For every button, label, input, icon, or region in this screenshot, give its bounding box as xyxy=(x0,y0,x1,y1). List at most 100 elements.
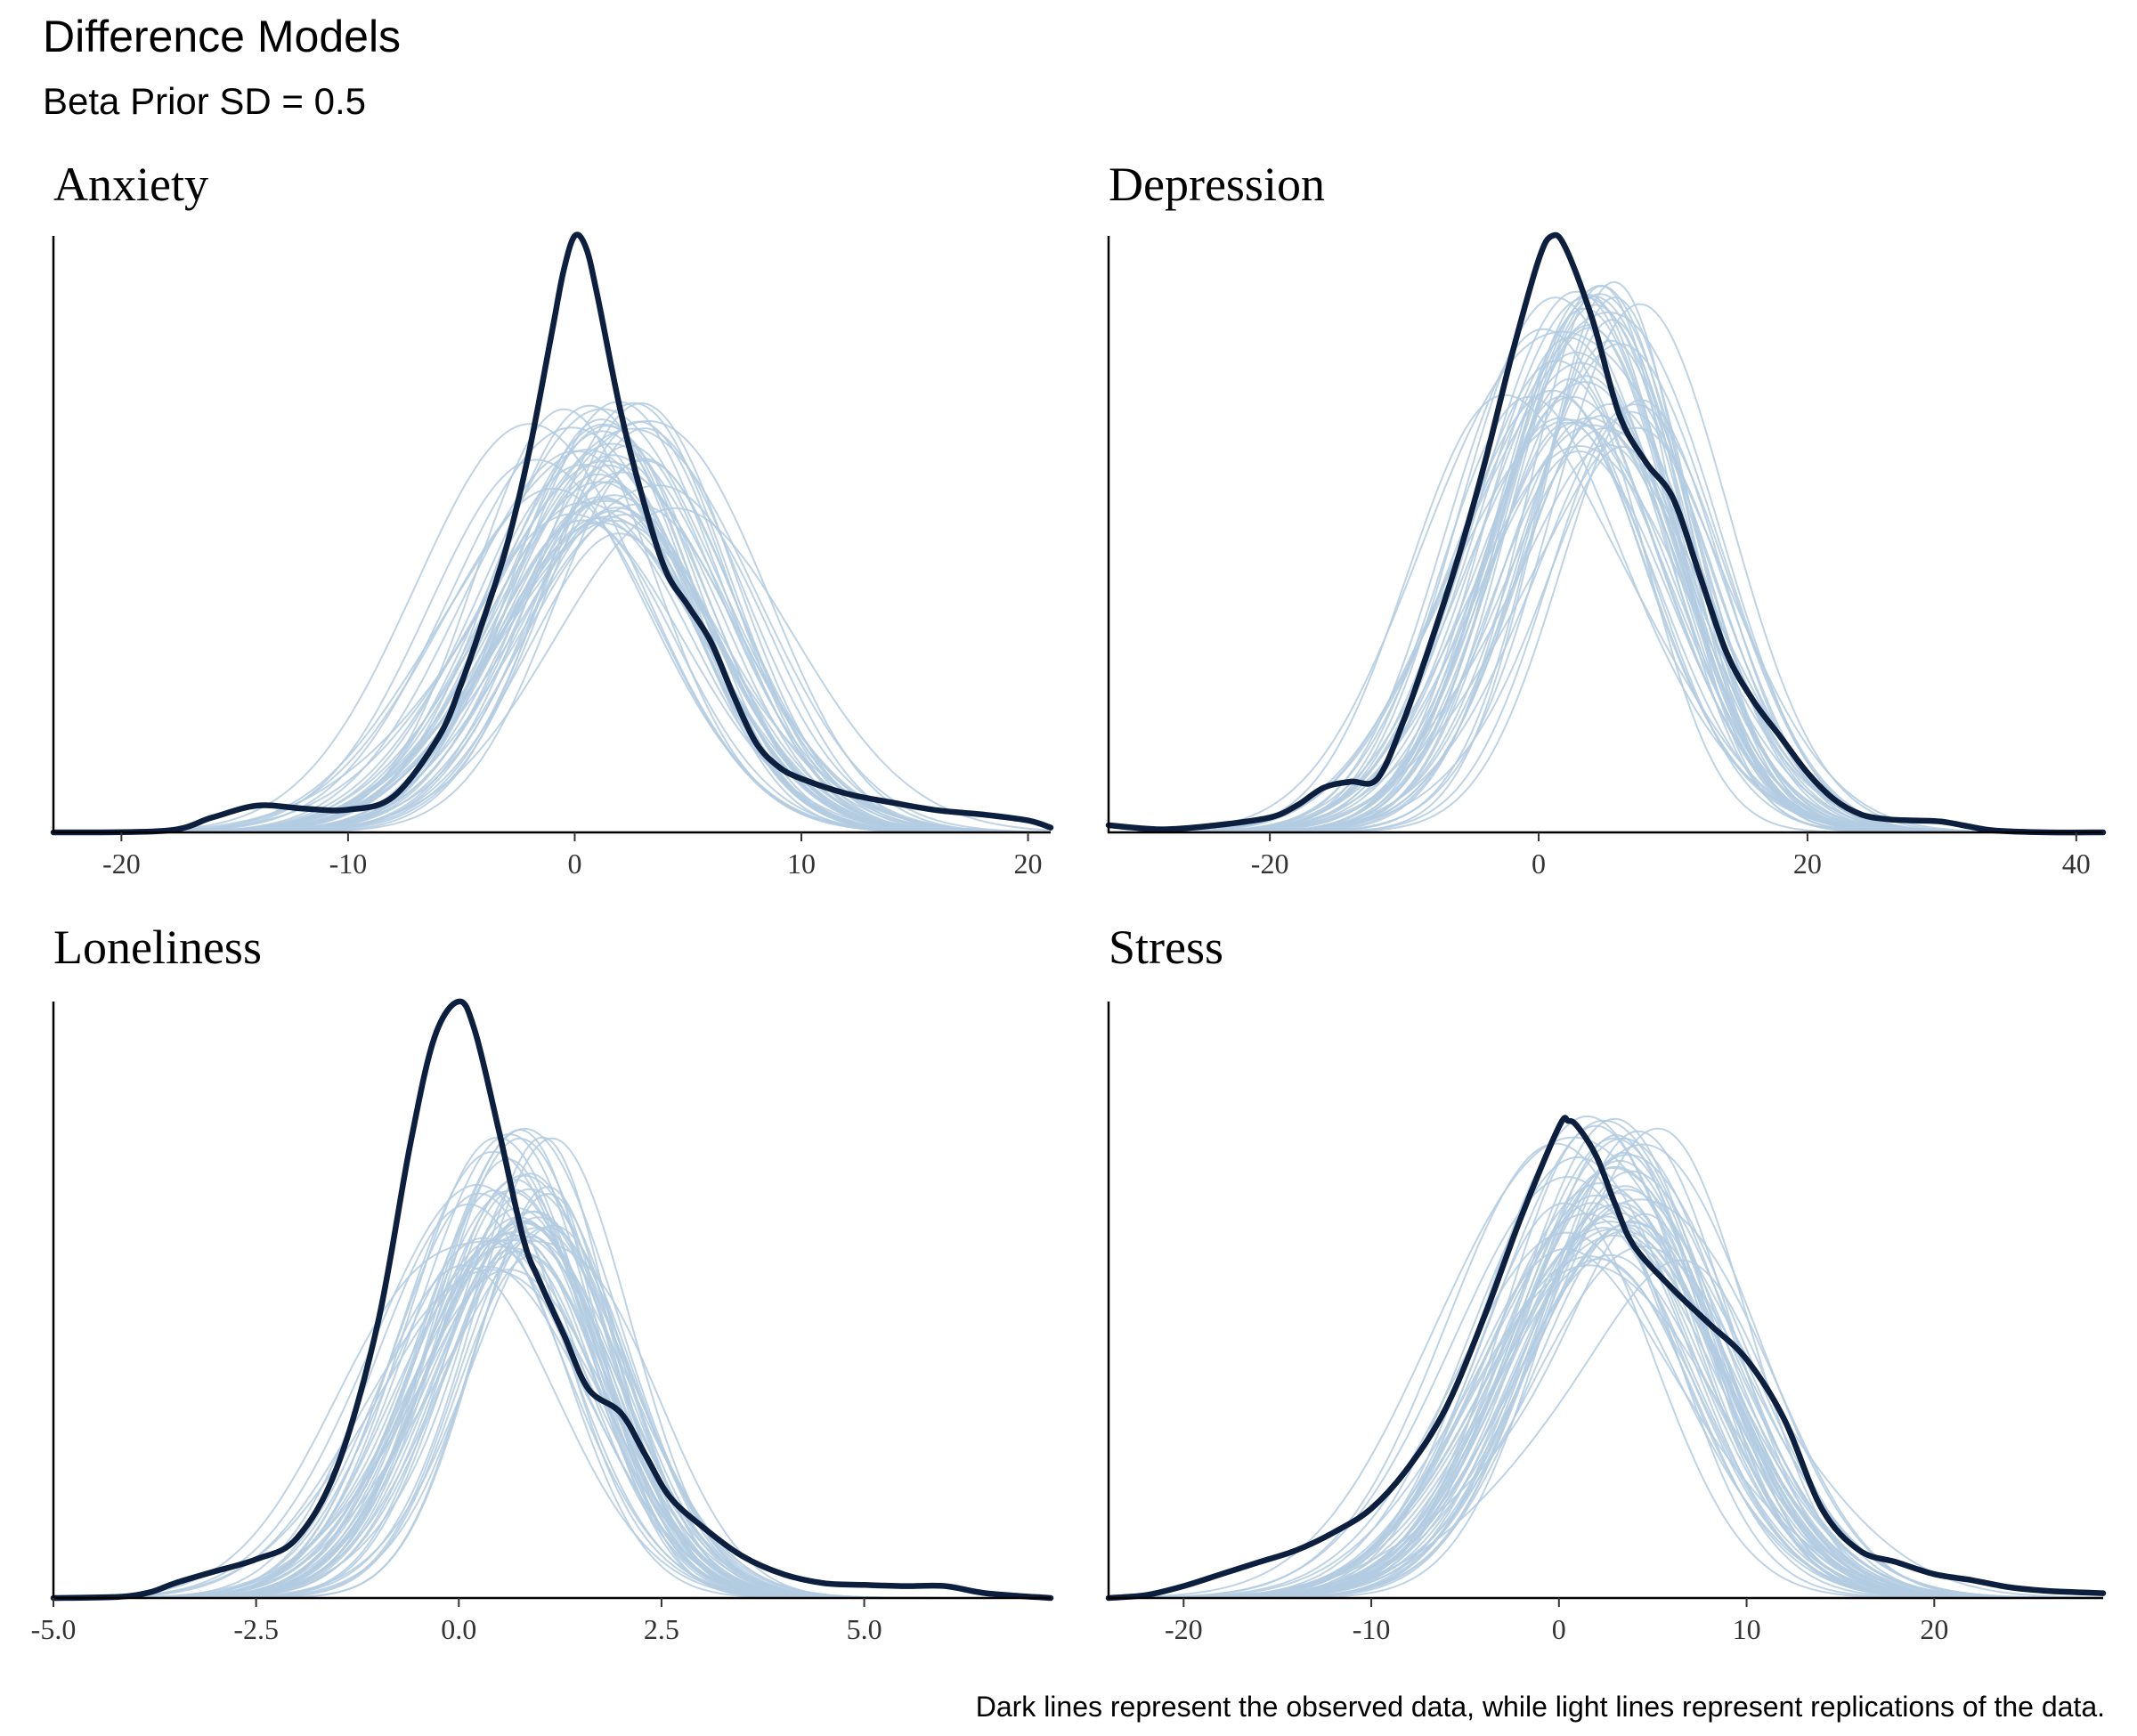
replication-line xyxy=(1109,1151,2103,1599)
replication-lines xyxy=(53,1127,1051,1599)
replication-line xyxy=(53,464,1051,833)
replication-line xyxy=(53,1220,1051,1599)
replication-line xyxy=(1109,1213,2103,1599)
replication-line xyxy=(53,1127,1051,1599)
observed-line xyxy=(50,231,1054,836)
replication-line xyxy=(1109,324,2103,833)
replication-line xyxy=(53,402,1051,833)
replication-line xyxy=(1109,1134,2103,1599)
panel-title: Loneliness xyxy=(53,921,262,974)
replication-line xyxy=(1109,361,2103,833)
replication-line xyxy=(1109,424,2103,833)
panel-title: Stress xyxy=(1109,921,1223,974)
replication-line xyxy=(1109,296,2103,833)
panel-depression: Depression -20 0 20 40 xyxy=(1105,158,2107,880)
replication-line xyxy=(1109,1221,2103,1599)
replication-line xyxy=(1109,1202,2103,1599)
replication-line xyxy=(1109,1159,2103,1599)
replication-line xyxy=(53,1221,1051,1599)
replication-line xyxy=(53,402,1051,833)
x-tick-label: -5.0 xyxy=(31,1613,77,1645)
x-tick-label: 10 xyxy=(787,848,816,880)
x-tick-label: 20 xyxy=(1920,1613,1948,1645)
replication-line xyxy=(1109,1192,2103,1599)
replication-line xyxy=(1109,418,2103,833)
replication-line xyxy=(1109,330,2103,833)
replication-line xyxy=(1109,445,2103,833)
replication-lines xyxy=(1108,1115,2103,1599)
replication-line xyxy=(1109,339,2103,833)
replication-line xyxy=(1109,1264,2103,1599)
replication-line xyxy=(1109,410,2103,833)
replication-line xyxy=(1109,1253,2103,1599)
x-tick-label: -10 xyxy=(1353,1613,1391,1645)
replication-line xyxy=(1109,1220,2103,1599)
observed-line xyxy=(1105,231,2107,836)
replication-line xyxy=(1109,1247,2103,1599)
x-tick-label: 5.0 xyxy=(847,1613,882,1645)
replication-line xyxy=(53,442,1051,833)
observed-line xyxy=(1105,1115,2107,1602)
replication-line xyxy=(1109,1176,2103,1599)
figure-caption: Dark lines represent the observed data, … xyxy=(976,1691,2105,1723)
replication-line xyxy=(1109,1212,2103,1599)
x-tick-label: 0 xyxy=(1532,848,1546,880)
replication-line xyxy=(53,423,1051,833)
panel-stress: Stress -20 -10 0 10 20 xyxy=(1105,921,2107,1645)
replication-line xyxy=(1109,1127,2103,1599)
replication-line xyxy=(1109,421,2103,833)
replication-line xyxy=(53,1222,1051,1599)
replication-line xyxy=(1109,414,2103,833)
replication-line xyxy=(53,418,1051,833)
x-tick-label: -10 xyxy=(329,848,368,880)
replication-line xyxy=(1109,1119,2103,1599)
replication-line xyxy=(53,1203,1051,1599)
replication-line xyxy=(53,1238,1051,1599)
replication-line xyxy=(1109,1229,2103,1599)
replication-line xyxy=(53,423,1051,833)
replication-line xyxy=(1109,417,2103,833)
panel-anxiety: Anxiety -20 -10 0 10 20 xyxy=(50,158,1054,880)
replication-line xyxy=(1109,303,2103,833)
replication-line xyxy=(1109,1202,2103,1599)
replication-line xyxy=(53,404,1051,833)
replication-line xyxy=(1109,1259,2103,1599)
replication-line xyxy=(1109,1224,2103,1599)
x-tick-label: 40 xyxy=(2062,848,2091,880)
replication-line xyxy=(1109,421,2103,833)
x-tick-label: 0 xyxy=(1552,1613,1566,1645)
x-tick-label: -2.5 xyxy=(233,1613,279,1645)
replication-line xyxy=(53,1136,1051,1599)
x-tick-label: 20 xyxy=(1014,848,1043,880)
replication-line xyxy=(1109,1255,2103,1599)
replication-line xyxy=(53,487,1051,833)
replication-line xyxy=(53,426,1051,833)
figure-title: Difference Models xyxy=(43,12,401,61)
replication-line xyxy=(1109,450,2103,833)
replication-line xyxy=(1109,1258,2103,1599)
x-tick-label: -20 xyxy=(1165,1613,1203,1645)
replication-line xyxy=(1109,327,2103,833)
x-tick-label: 0.0 xyxy=(441,1613,476,1645)
replication-line xyxy=(53,1137,1051,1599)
replication-line xyxy=(1109,1185,2103,1599)
panel-loneliness: Loneliness -5.0 -2.5 0.0 2.5 5.0 xyxy=(31,921,1054,1645)
replication-line xyxy=(1109,1165,2103,1599)
x-tick-label: 2.5 xyxy=(644,1613,679,1645)
replication-line xyxy=(53,1241,1051,1599)
replication-line xyxy=(1109,319,2103,833)
x-tick-label: 0 xyxy=(567,848,581,880)
panel-title: Anxiety xyxy=(53,158,208,211)
replication-line xyxy=(1109,426,2103,833)
replication-line xyxy=(1109,1204,2103,1599)
panels: Anxiety -20 -10 0 10 20 Depression -20 0 20 40 Lone… xyxy=(31,158,2107,1645)
replication-line xyxy=(53,1133,1051,1599)
replication-line xyxy=(1109,443,2103,833)
replication-line xyxy=(1109,1156,2103,1599)
replication-line xyxy=(1109,444,2103,833)
replication-line xyxy=(53,1239,1051,1599)
replication-line xyxy=(53,425,1051,833)
replication-line xyxy=(1109,1245,2103,1599)
replication-line xyxy=(53,1136,1051,1599)
replication-line xyxy=(1109,1202,2103,1599)
